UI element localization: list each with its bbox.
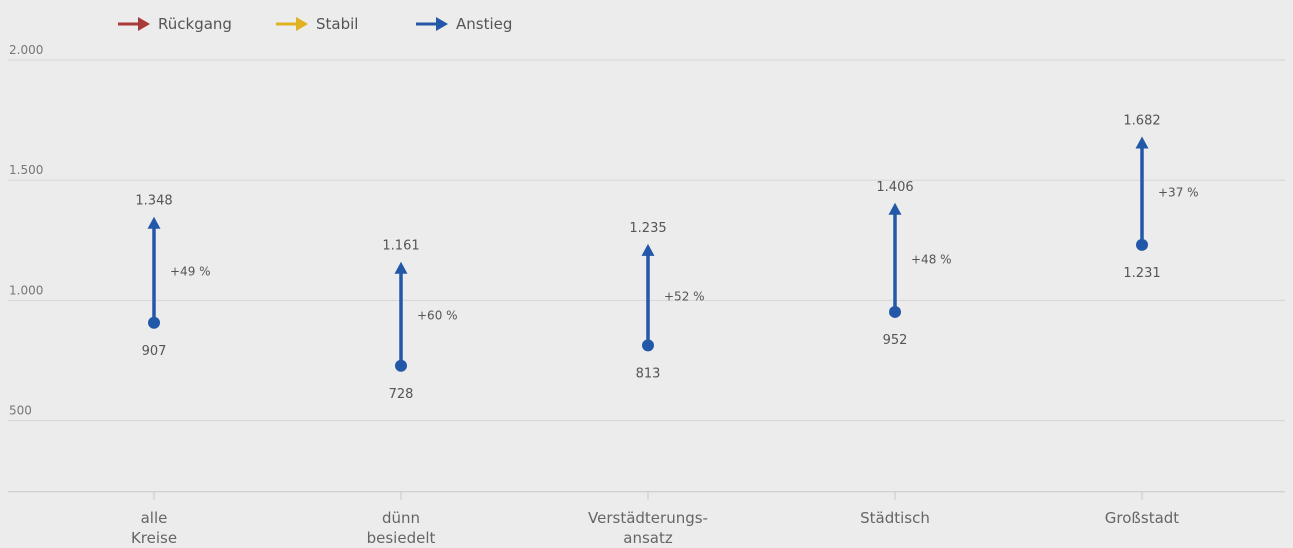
change-percent-label: +37 % [1158, 186, 1199, 200]
arrowhead-end [394, 261, 408, 274]
arrowhead-end [147, 216, 161, 229]
end-value-label: 1.682 [1123, 113, 1160, 128]
legend-label: Stabil [316, 15, 358, 33]
legend-arrowhead [138, 17, 150, 31]
start-point [1136, 238, 1148, 251]
start-value-label: 1.231 [1123, 266, 1160, 281]
y-tick-label: 500 [9, 404, 32, 418]
start-value-label: 728 [389, 387, 414, 402]
end-value-label: 1.406 [876, 180, 913, 195]
y-tick-label: 1.500 [9, 163, 43, 177]
start-point [148, 316, 160, 329]
change-percent-label: +52 % [664, 290, 705, 304]
category-label: alle [141, 509, 168, 527]
start-point [889, 305, 901, 318]
start-value-label: 813 [636, 366, 661, 381]
category-label: Städtisch [860, 509, 930, 527]
category-label: Kreise [131, 529, 177, 547]
category-label: dünn [382, 509, 420, 527]
start-point [642, 339, 654, 352]
arrowhead-end [641, 243, 655, 256]
end-value-label: 1.235 [629, 221, 666, 236]
y-tick-label: 2.000 [9, 43, 43, 57]
arrowhead-end [888, 202, 902, 215]
category-label: besiedelt [367, 529, 436, 547]
category-label: Großstadt [1105, 509, 1179, 527]
start-value-label: 907 [142, 344, 167, 359]
legend-arrowhead [436, 17, 448, 31]
legend-label: Rückgang [158, 15, 232, 33]
change-percent-label: +48 % [911, 252, 952, 266]
change-percent-label: +49 % [170, 265, 211, 279]
change-percent-label: +60 % [417, 309, 458, 323]
end-value-label: 1.348 [135, 194, 172, 209]
start-point [395, 359, 407, 372]
category-label: Verstädterungs- [588, 509, 708, 527]
start-value-label: 952 [883, 333, 908, 348]
arrowhead-end [1135, 136, 1149, 149]
category-label: ansatz [623, 529, 673, 547]
end-value-label: 1.161 [382, 239, 419, 254]
legend-arrowhead [296, 17, 308, 31]
legend-label: Anstieg [456, 15, 512, 33]
y-tick-label: 1.000 [9, 283, 43, 297]
